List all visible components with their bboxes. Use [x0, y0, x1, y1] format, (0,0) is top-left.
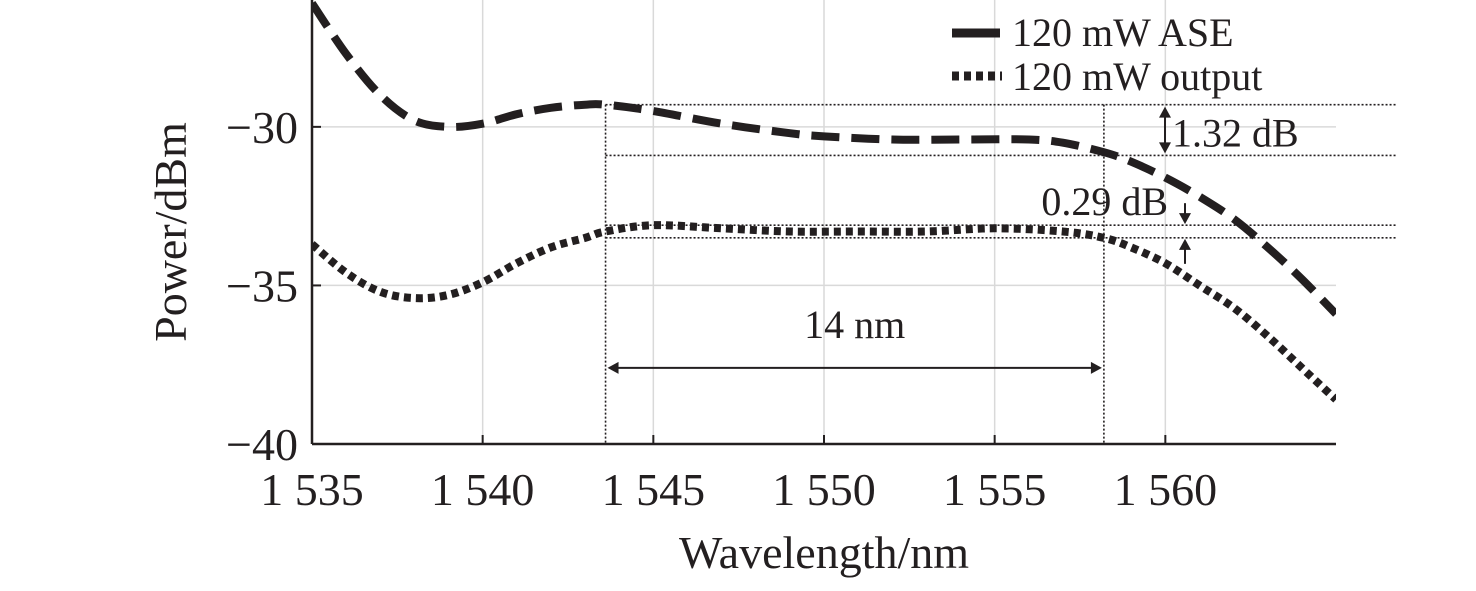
x-tick-label: 1 545	[602, 464, 706, 515]
x-tick-label: 1 535	[260, 464, 364, 515]
x-tick-label: 1 555	[943, 464, 1047, 515]
series-layer	[312, 0, 1336, 403]
tick-labels: 1 535 1 540 1 545 1 550 1 555 1 560 −40 −35 −30	[226, 102, 1217, 515]
y-tick-label: −40	[226, 419, 298, 470]
output-ripple-arrow-head-up	[1179, 238, 1191, 250]
x-tick-label: 1 540	[431, 464, 535, 515]
ase-ripple-label: 1.32 dB	[1172, 111, 1299, 156]
range-label: 14 nm	[804, 302, 905, 347]
x-tick-label: 1 550	[772, 464, 876, 515]
y-tick-label: −35	[226, 260, 298, 311]
ase-ripple-arrow-head-down	[1159, 142, 1171, 154]
series-line-output	[312, 221, 1336, 403]
x-axis-label: Wavelength/nm	[679, 527, 969, 578]
legend-label-output: 120 mW output	[1012, 54, 1262, 99]
axes	[310, 0, 1336, 446]
ase-ripple-arrow-head-up	[1159, 106, 1171, 118]
legend-label-ase: 120 mW ASE	[1012, 10, 1234, 55]
y-tick-label: −30	[226, 102, 298, 153]
x-tick-label: 1 560	[1114, 464, 1218, 515]
range-arrow-head-left	[607, 361, 619, 374]
annotations: 14 nm 1.32 dB0.29 dB	[604, 103, 1398, 444]
output-ripple-arrow-head-down	[1179, 213, 1191, 225]
y-axis-label: Power/dBm	[145, 122, 196, 342]
legend: 120 mW ASE 120 mW output	[952, 10, 1262, 99]
range-arrow-head-right	[1090, 361, 1102, 374]
output-ripple-label: 0.29 dB	[1041, 179, 1168, 224]
